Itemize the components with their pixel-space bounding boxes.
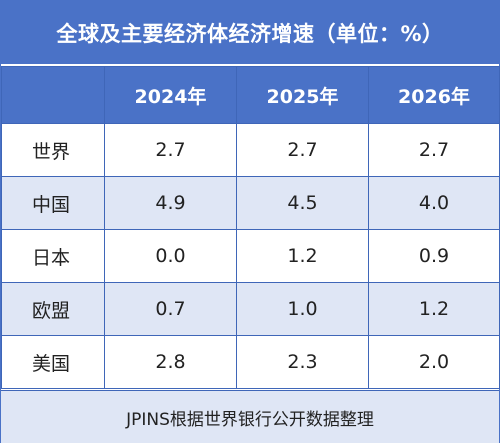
cell-value: 2.0 [368,335,500,389]
cell-value: 4.5 [236,176,369,230]
header-year-2026: 2026年 [368,66,500,124]
cell-value: 1.0 [236,282,369,336]
cell-value: 4.9 [104,176,237,230]
cell-value: 4.0 [368,176,500,230]
row-label: 中国 [1,176,105,230]
table-row: 欧盟 0.7 1.0 1.2 [1,282,500,336]
header-corner [1,66,105,124]
cell-value: 2.7 [236,123,369,177]
row-label: 日本 [1,229,105,283]
cell-value: 2.7 [368,123,500,177]
cell-value: 2.3 [236,335,369,389]
cell-value: 1.2 [368,282,500,336]
table-row: 世界 2.7 2.7 2.7 [1,123,500,177]
row-label: 世界 [1,123,105,177]
table-row: 美国 2.8 2.3 2.0 [1,335,500,389]
table-row: 中国 4.9 4.5 4.0 [1,176,500,230]
table-row: 日本 0.0 1.2 0.9 [1,229,500,283]
cell-value: 0.0 [104,229,237,283]
cell-value: 2.7 [104,123,237,177]
header-year-2024: 2024年 [104,66,237,124]
source-note: JPINS根据世界银行公开数据整理 [1,390,499,443]
header-row: 2024年 2025年 2026年 [1,66,500,124]
row-label: 美国 [1,335,105,389]
cell-value: 0.9 [368,229,500,283]
title-separator [1,64,499,66]
growth-table: 2024年 2025年 2026年 世界 2.7 2.7 2.7 中国 4.9 … [1,66,500,389]
cell-value: 2.8 [104,335,237,389]
row-label: 欧盟 [1,282,105,336]
cell-value: 1.2 [236,229,369,283]
header-year-2025: 2025年 [236,66,369,124]
table-title: 全球及主要经济体经济增速（单位：%） [1,1,499,64]
cell-value: 0.7 [104,282,237,336]
